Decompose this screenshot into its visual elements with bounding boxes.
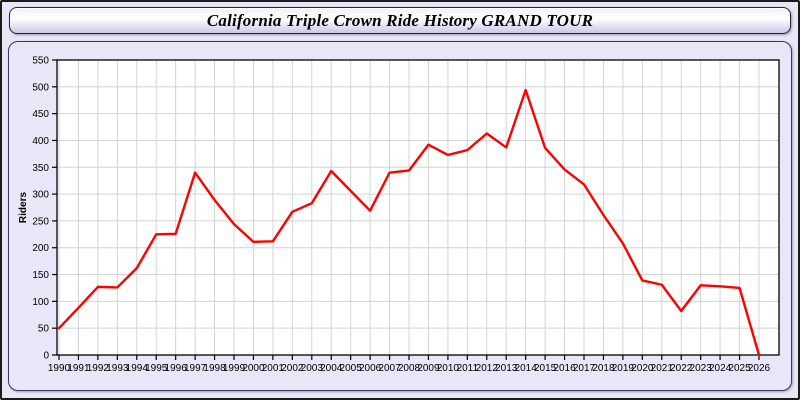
x-tick-label: 2021 — [651, 363, 674, 374]
x-tick-label: 2024 — [709, 363, 732, 374]
x-tick-label: 1992 — [87, 363, 110, 374]
x-tick-labels: 1990199119921993199419951996199719981999… — [48, 355, 771, 374]
y-tick-label: 250 — [32, 216, 49, 227]
x-tick-label: 2020 — [631, 363, 654, 374]
x-tick-label: 2015 — [534, 363, 557, 374]
data-line-riders — [57, 88, 761, 357]
x-tick-label: 2000 — [242, 363, 265, 374]
x-tick-label: 1990 — [48, 363, 71, 374]
x-tick-label: 1995 — [145, 363, 168, 374]
x-tick-label: 2008 — [398, 363, 421, 374]
y-tick-label: 450 — [32, 109, 49, 120]
x-tick-label: 2011 — [457, 363, 479, 374]
y-tick-label: 50 — [38, 324, 50, 335]
y-tick-label: 150 — [32, 270, 49, 281]
x-tick-label: 2025 — [728, 363, 751, 374]
page-title: California Triple Crown Ride History GRA… — [206, 10, 594, 30]
x-tick-label: 2002 — [281, 363, 304, 374]
y-tick-label: 550 — [32, 56, 49, 67]
y-tick-label: 100 — [32, 297, 49, 308]
y-tick-label: 200 — [32, 243, 49, 254]
title-bar: California Triple Crown Ride History GRA… — [9, 7, 791, 34]
x-tick-label: 2016 — [553, 363, 576, 374]
x-tick-label: 1994 — [126, 363, 149, 374]
y-tick-label: 500 — [32, 82, 49, 93]
x-tick-label: 2019 — [612, 363, 635, 374]
x-tick-label: 2022 — [670, 363, 693, 374]
y-tick-labels: 0 50 100 150 200 250 300 350 400 450 500 550 — [32, 56, 57, 362]
x-tick-label: 2012 — [476, 363, 499, 374]
plot-area — [57, 60, 779, 355]
x-tick-label: 2005 — [340, 363, 363, 374]
x-tick-label: 1998 — [203, 363, 226, 374]
y-tick-label: 0 — [43, 351, 49, 362]
x-tick-label: 1996 — [165, 363, 188, 374]
x-tick-label: 2010 — [437, 363, 460, 374]
x-tick-label: 2003 — [301, 363, 324, 374]
x-tick-label: 2014 — [515, 363, 538, 374]
x-tick-label: 2007 — [378, 363, 401, 374]
x-tick-label: 2006 — [359, 363, 382, 374]
x-tick-label: 1999 — [223, 363, 246, 374]
x-tick-label: 1997 — [184, 363, 207, 374]
y-axis-title: Riders — [18, 192, 29, 224]
x-tick-label: 2017 — [573, 363, 596, 374]
x-gridlines — [58, 60, 760, 355]
x-tick-label: 1993 — [106, 363, 129, 374]
x-tick-label: 2018 — [592, 363, 615, 374]
y-tick-label: 300 — [32, 190, 49, 201]
x-tick-label: 2004 — [320, 363, 343, 374]
x-tick-label: 2023 — [690, 363, 713, 374]
y-tick-label: 350 — [32, 163, 49, 174]
plot-frame — [56, 59, 780, 356]
x-tick-label: 2026 — [748, 363, 771, 374]
y-tick-label: 400 — [32, 136, 49, 147]
x-tick-label: 2009 — [417, 363, 440, 374]
x-tick-label: 1991 — [67, 363, 90, 374]
x-tick-label: 2013 — [495, 363, 518, 374]
y-gridlines — [57, 86, 779, 329]
x-tick-label: 2001 — [262, 363, 285, 374]
